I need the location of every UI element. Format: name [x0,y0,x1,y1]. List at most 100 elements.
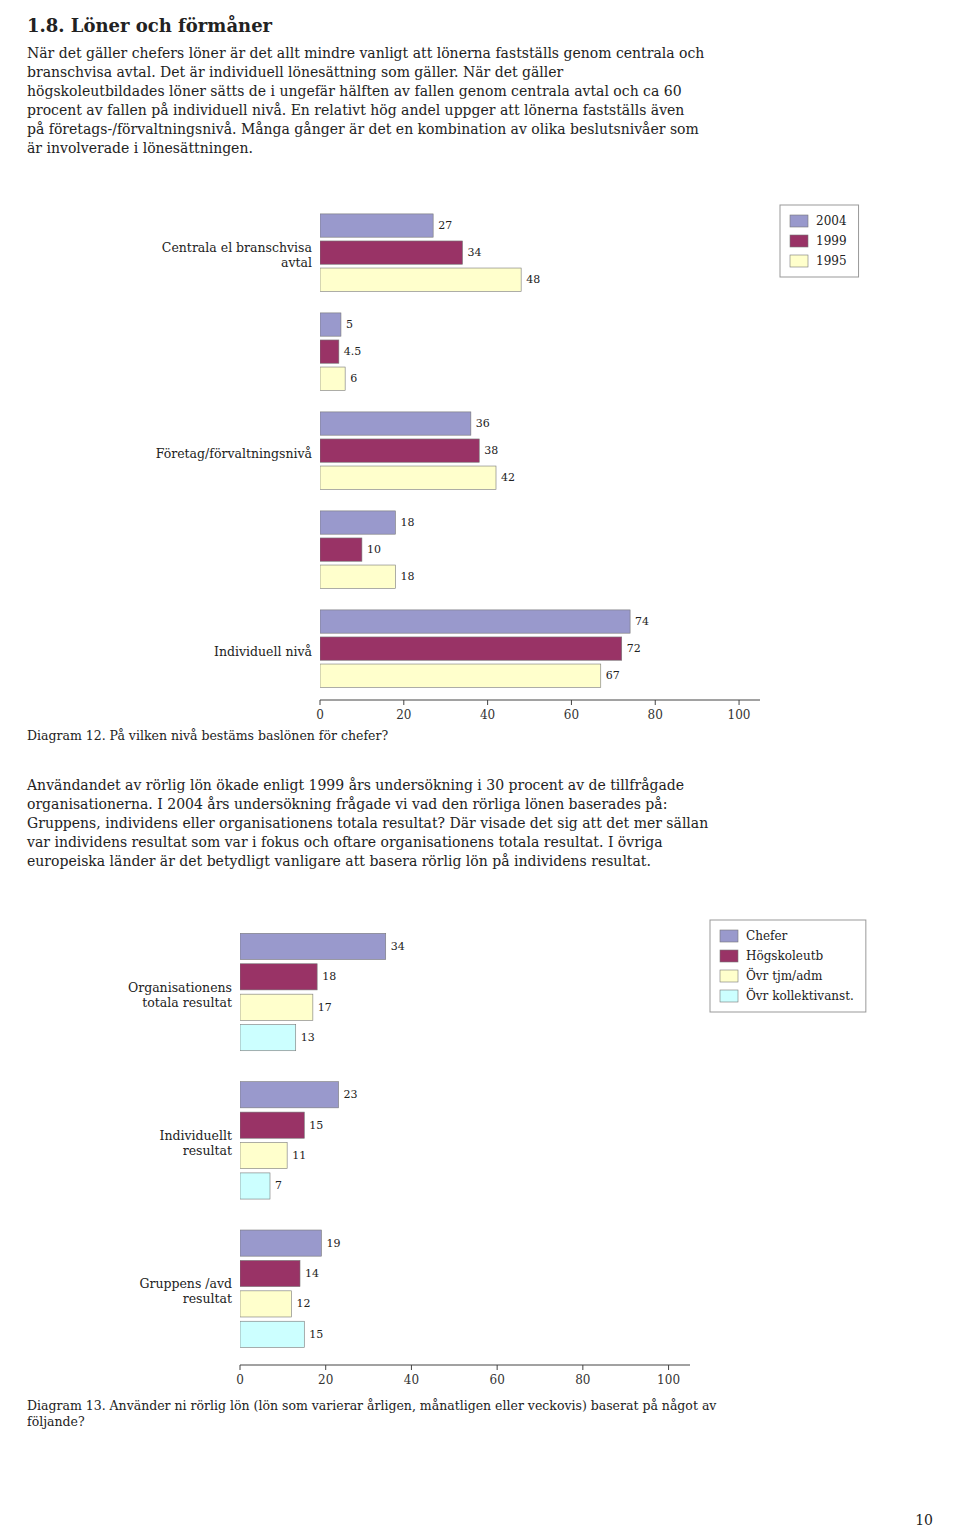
bar [240,1230,321,1256]
bar [240,1321,304,1347]
category-label: Centrala el branschvisaavtal [162,240,313,270]
legend-label: Högskoleutb [746,949,824,963]
legend-label: Övr kollektivanst. [746,987,854,1003]
text-line: Diagram 12. På vilken nivå bestäms baslö… [27,728,388,743]
x-tick [582,1365,583,1370]
x-tick-label: 20 [318,1373,333,1387]
bar [320,313,341,336]
bar [240,933,386,959]
text-line: resultat [183,1291,232,1306]
legend: Chefer Högskoleutb Övr tjm/adm Övr kollekti… [710,920,866,1012]
data-label: 18 [322,970,336,983]
x-tick [320,700,321,705]
legend-swatch [720,990,738,1002]
bar [320,241,462,264]
paragraph-line: var individens resultat som var i fokus … [26,834,663,850]
text-line: avtal [281,255,312,270]
data-label: 18 [400,570,414,583]
data-label: 18 [400,516,414,529]
x-tick [655,700,656,705]
data-label: 5 [346,318,353,331]
data-label: 11 [292,1149,306,1162]
data-label: 13 [301,1031,315,1044]
bar [320,466,496,489]
data-label: 15 [309,1328,323,1341]
data-label: 4.5 [344,345,362,358]
x-tick [571,700,572,705]
legend: 200419991995 [780,205,859,277]
bar [320,214,433,237]
x-tick-label: 40 [404,1373,419,1387]
bars [240,933,386,1347]
bar [320,637,622,660]
x-tick-label: 60 [490,1373,505,1387]
text-line: totala resultat [142,994,232,1009]
x-tick-label: 0 [316,708,324,722]
bar [320,664,601,687]
x-tick [668,1365,669,1370]
x-tick-label: 80 [648,708,663,722]
data-label: 6 [350,372,357,385]
category-label: Individuell nivå [214,643,313,658]
labels: 34181713Organisationenstotala resultat23… [128,940,405,1341]
data-label: 7 [275,1179,282,1192]
bar [320,367,345,390]
text-line: Individuell nivå [214,643,313,658]
bar [320,610,630,633]
data-label: 72 [627,642,641,655]
data-label: 38 [484,444,498,457]
x-tick-label: 100 [657,1373,680,1387]
paragraph-line: högskoleutbildades löner sätts de i unge… [27,83,682,99]
text-line: Organisationens [128,979,232,994]
legend-box [780,205,859,277]
data-label: 67 [606,669,620,682]
text-line: Centrala el branschvisa [162,240,313,255]
bar [240,1082,339,1108]
bar [320,565,395,588]
x-tick-label: 60 [564,708,579,722]
chart: 273448Centrala el branschvisaavtal54.563… [27,205,859,743]
legend-label: 2004 [816,214,847,228]
data-label: 42 [501,471,515,484]
x-tick-label: 80 [575,1373,590,1387]
legend-swatch [720,930,738,942]
data-label: 15 [309,1119,323,1132]
bar [320,412,471,435]
data-label: 34 [467,246,481,259]
data-label: 34 [391,940,405,953]
legend-label: Övr tjm/adm [746,967,823,983]
legend-swatch [720,970,738,982]
paragraph-line: organisationerna. I 2004 års undersöknin… [27,796,667,812]
legend-swatch [790,235,808,247]
text-line: Individuellt [159,1128,232,1143]
page-number: 10 [915,1512,933,1528]
paragraph-line: europeiska länder är det betydligt vanli… [27,853,651,869]
data-label: 27 [438,219,452,232]
data-label: 10 [367,543,381,556]
x-tick [497,1365,498,1370]
category-label: Företag/förvaltningsnivå [156,445,313,460]
legend-swatch [790,255,808,267]
category-label: Gruppens /avdresultat [139,1276,232,1306]
bar [240,964,317,990]
page-title: 1.8. Löner och förmåner [27,14,273,36]
bar [240,1173,270,1199]
data-label: 12 [296,1297,310,1310]
x-axis-line [320,700,760,701]
paragraph-line: är involverade i lönesättningen. [27,140,253,156]
paragraph-line: Användandet av rörlig lön ökade enligt 1… [26,777,684,793]
x-tick-label: 0 [236,1373,244,1387]
legend-label: Chefer [746,929,788,943]
bar [240,1025,296,1051]
category-label: Individuelltresultat [159,1128,232,1158]
x-tick [487,700,488,705]
x-axis-line [240,1365,690,1366]
text-line: resultat [183,1143,232,1158]
bar [320,511,395,534]
bar [240,1291,291,1317]
chart: 34181713Organisationenstotala resultat23… [27,920,866,1429]
x-tick-label: 40 [480,708,495,722]
bar [320,439,479,462]
legend-label: 1995 [816,254,847,268]
chart-caption: Diagram 13. Använder ni rörlig lön (lön … [27,1398,717,1429]
